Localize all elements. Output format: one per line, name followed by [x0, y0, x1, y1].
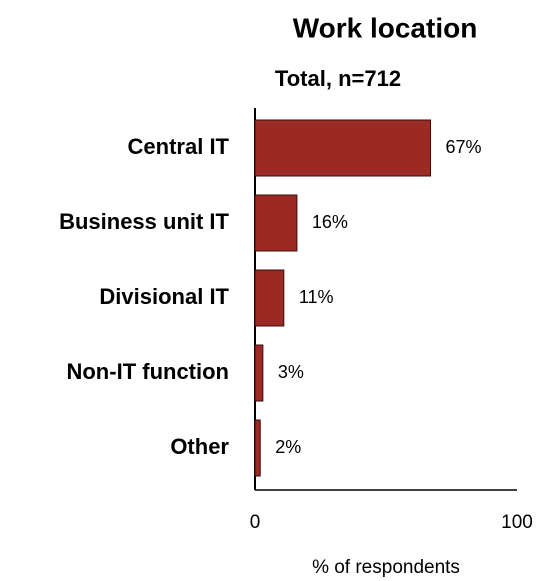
value-label: 3%	[278, 362, 304, 382]
y-tick-label: Business unit IT	[59, 209, 229, 234]
value-label: 2%	[275, 437, 301, 457]
bar	[254, 344, 264, 402]
bar	[254, 269, 285, 327]
value-label: 11%	[299, 287, 334, 307]
x-axis-label: % of respondents	[312, 557, 460, 578]
chart-title: Work location	[293, 12, 478, 43]
x-tick-label: 100	[501, 512, 533, 533]
bar	[254, 419, 261, 477]
value-label: 16%	[312, 212, 348, 232]
y-tick-label: Central IT	[128, 134, 230, 159]
y-tick-label: Divisional IT	[99, 284, 229, 309]
bar	[254, 119, 432, 177]
x-tick-label: 0	[250, 512, 261, 533]
bar	[254, 194, 298, 252]
value-label: 67%	[446, 137, 482, 157]
y-tick-label: Non-IT function	[66, 359, 229, 384]
y-tick-label: Other	[170, 434, 229, 459]
chart-subtitle: Total, n=712	[275, 66, 401, 91]
